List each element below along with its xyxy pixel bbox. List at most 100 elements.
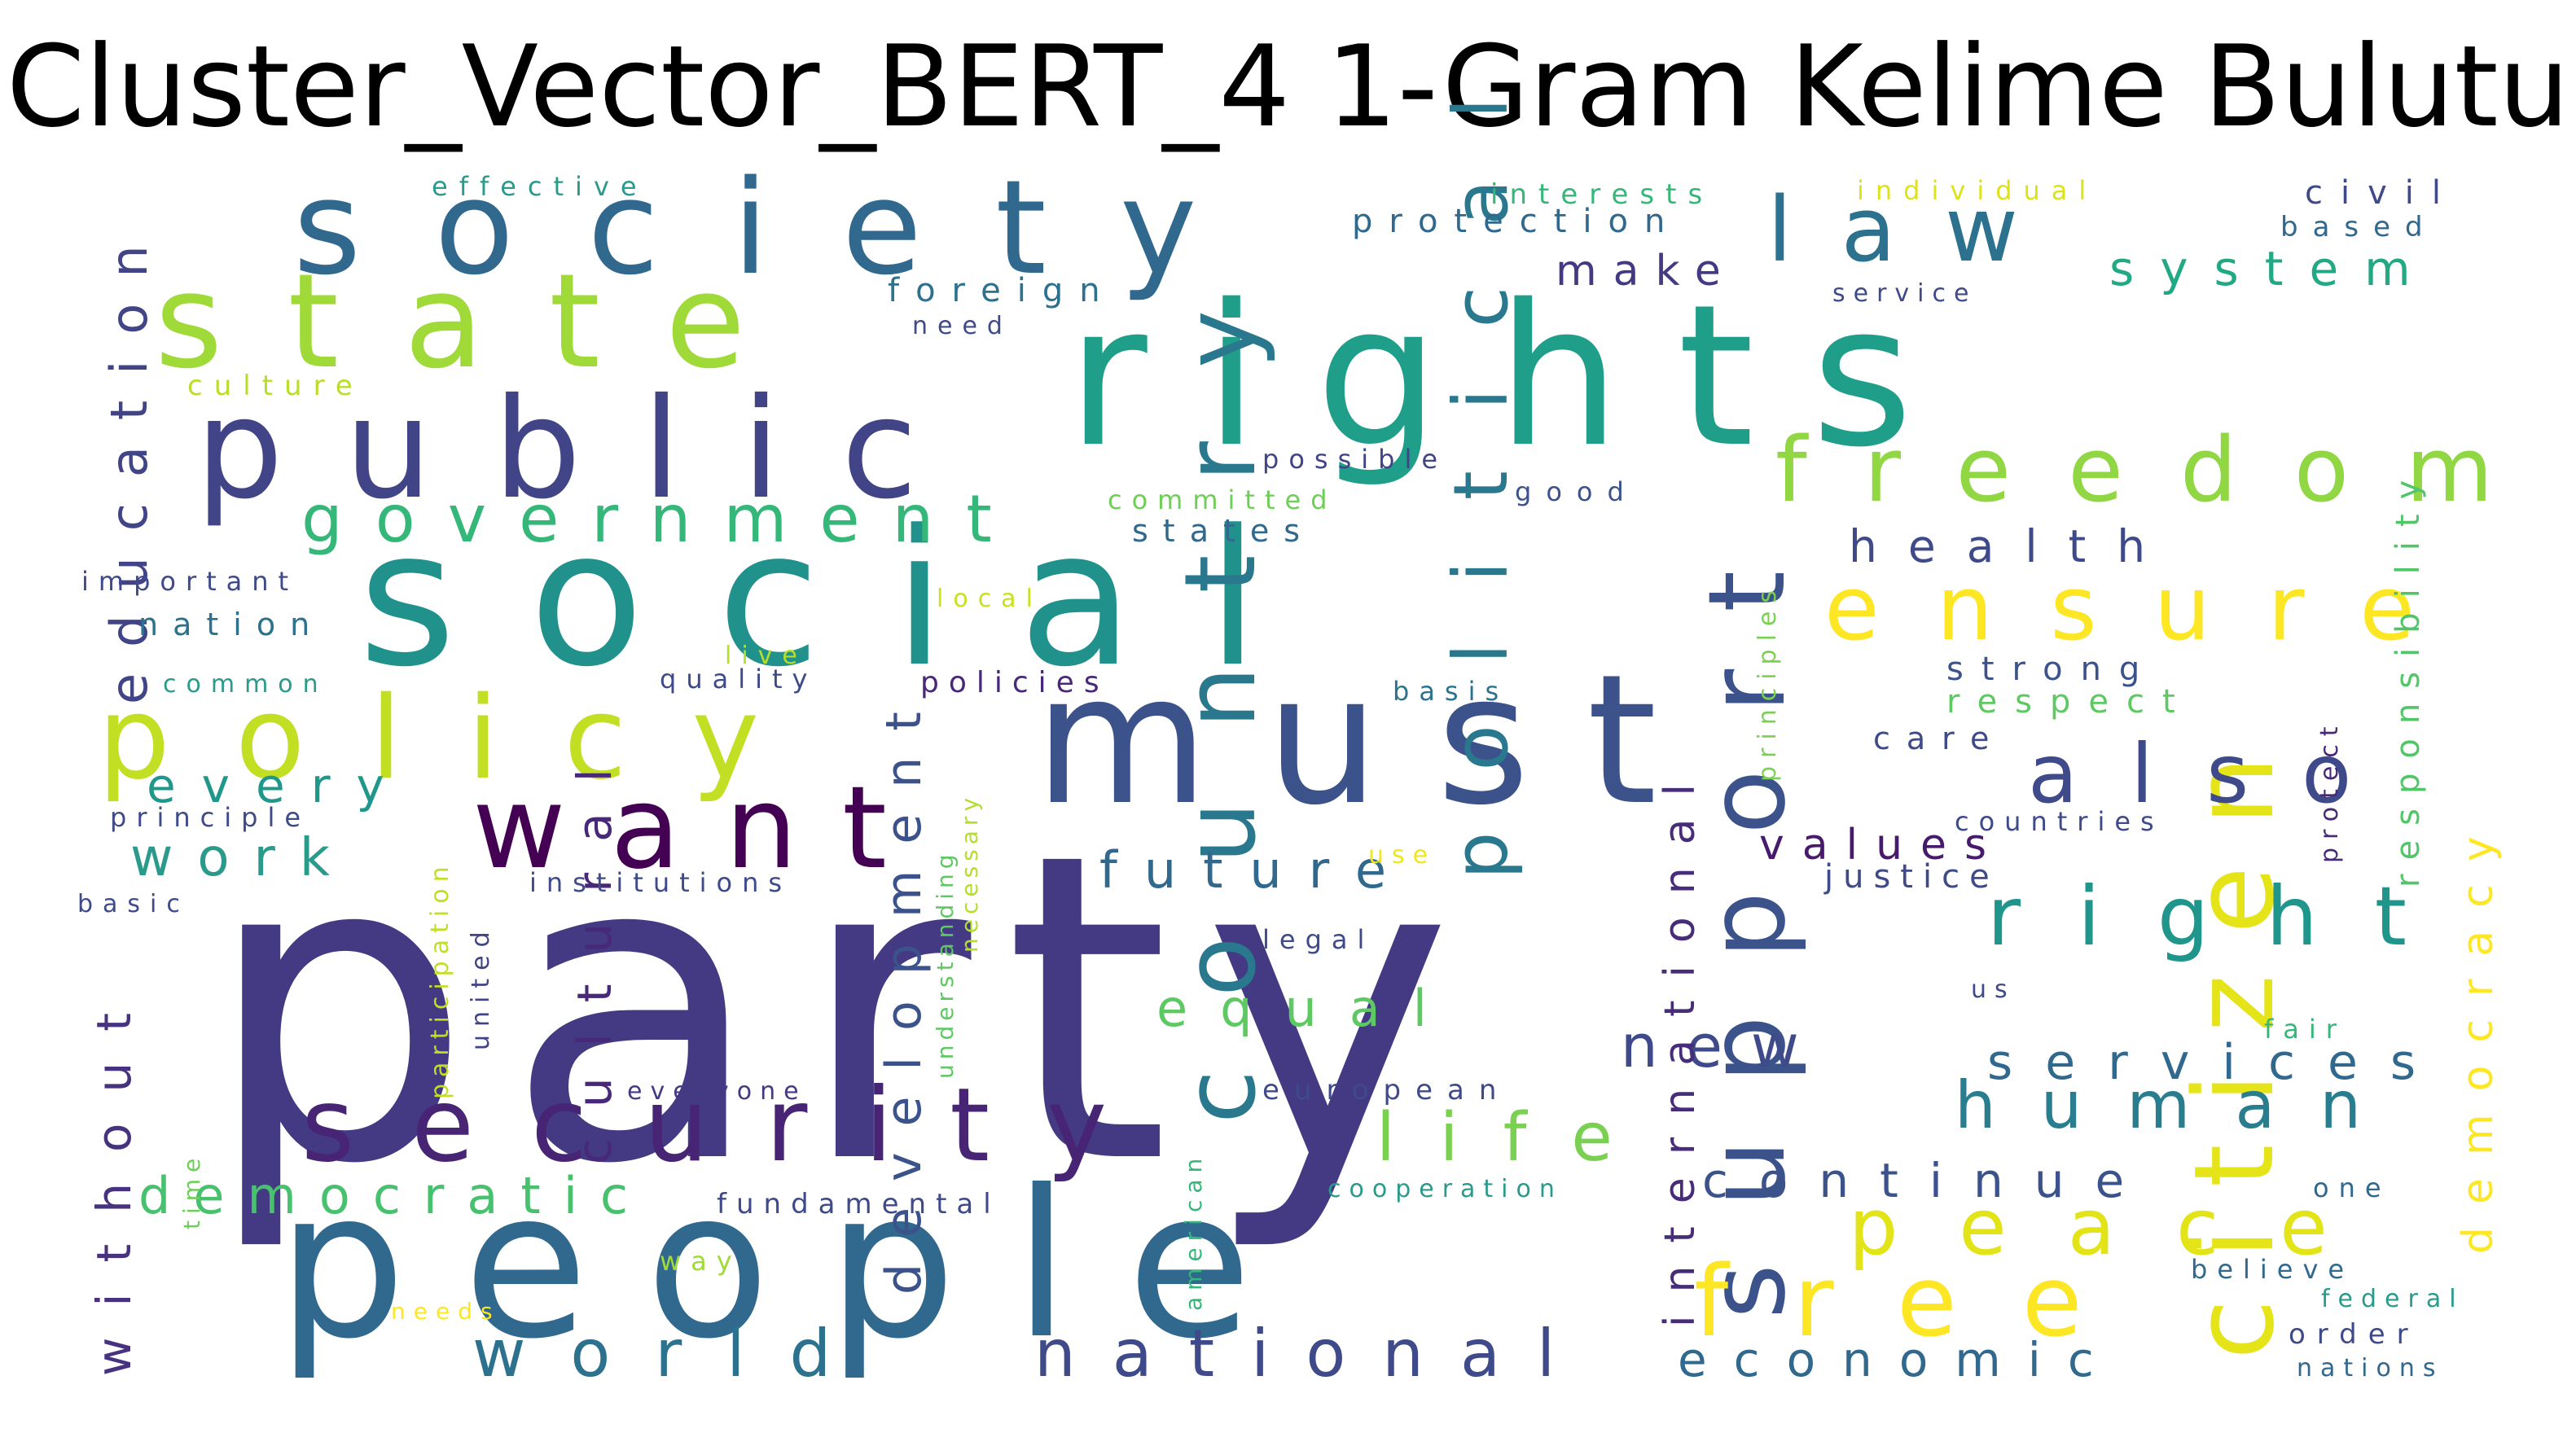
word-democratic: democratic [138,1166,651,1225]
word-fundamental: fundamental [717,1188,1001,1220]
word-use: use [1368,841,1436,870]
word-health: health [1849,520,2176,572]
word-committed: committed [1108,484,1337,515]
word-fair: fair [2264,1014,2346,1045]
word-system: system [2109,241,2437,296]
word-continue: continue [1702,1153,2155,1208]
word-nations: nations [2297,1354,2444,1383]
word-needs: needs [391,1298,501,1325]
word-society: society [293,151,1270,304]
word-european: european [1262,1074,1511,1107]
word-institutions: institutions [529,867,792,898]
word-united: united [467,923,495,1050]
word-important: important [81,566,298,597]
word-values: values [1759,821,2004,870]
word-live: live [725,642,807,670]
chart-title: Cluster_Vector_BERT_4 1-Gram Kelime Bulu… [6,21,2570,152]
word-life: life [1376,1099,1657,1177]
word-basic: basic [77,890,190,918]
word-work: work [130,828,354,888]
word-law: law [1767,177,2067,282]
word-basis: basis [1393,676,1508,707]
word-free: free [1694,1246,2148,1359]
word-protect: protect [2315,718,2344,863]
word-countries: countries [1955,806,2164,837]
word-american: american [1180,1152,1207,1311]
word-security: security [301,1067,1164,1185]
word-policies: policies [920,666,1109,699]
word-nation: nation [138,607,324,642]
word-foreign: foreign [888,272,1117,309]
word-future: future [1099,840,1413,900]
word-human: human [1955,1067,2406,1143]
word-principles: principles [1753,582,1782,782]
word-education: education [99,219,159,704]
word-new: new [1621,1012,1828,1080]
word-democracy: democracy [2454,813,2503,1254]
word-services: services [1987,1034,2448,1091]
word-citizen: citizen [2170,715,2298,1360]
word-freedom: freedom [1775,418,2550,522]
word-states: states [1132,513,1314,549]
word-way: way [660,1246,742,1277]
word-service: service [1832,279,1977,308]
word-public: public [195,369,979,530]
word-country: country [1165,237,1278,1124]
word-national: national [1034,1316,1591,1391]
word-cultural: cultural [567,738,622,1164]
word-party: party [204,763,1485,1256]
word-equal: equal [1156,979,1459,1038]
word-care: care [1873,721,2005,756]
word-interests: interests [1490,178,1714,211]
word-people: people [277,1146,1309,1383]
word-also: also [2028,726,2404,822]
word-political: political [1437,37,1525,879]
word-effective: effective [432,171,648,202]
word-believe: believe [2191,1254,2354,1285]
word-strong: strong [1946,651,2157,688]
word-necessary: necessary [956,793,983,953]
word-culture: culture [187,370,364,402]
word-ensure: ensure [1824,556,2472,660]
word-participation: participation [426,860,454,1099]
word-good: good [1515,476,1639,507]
word-everyone: everyone [627,1077,807,1106]
word-without: without [86,982,142,1376]
word-responsibility: responsibility [2389,466,2427,887]
word-federal: federal [2321,1285,2464,1313]
word-one: one [2313,1172,2391,1203]
word-need: need [912,312,1012,340]
word-order: order [2289,1318,2420,1351]
word-social: social [358,491,1332,708]
word-quality: quality [660,664,817,695]
word-development: development [875,686,933,1295]
word-legal: legal [1262,924,1374,955]
word-based: based [2280,211,2438,243]
word-protection: protection [1352,203,1681,240]
word-respect: respect [1946,683,2193,721]
word-time: time [178,1152,205,1229]
word-cooperation: cooperation [1327,1175,1563,1203]
word-right: right [1987,869,2464,964]
word-peace: peace [1849,1183,2389,1273]
word-state: state [155,245,810,397]
word-make: make [1556,247,1737,296]
word-rights: rights [1067,262,1970,490]
word-policy: policy [98,673,824,805]
word-individual: individual [1857,175,2097,206]
word-common: common [163,670,328,699]
word-world: world [472,1316,875,1391]
word-principle: principle [110,802,310,833]
word-want: want [472,762,932,895]
word-international: international [1656,761,1705,1327]
word-possible: possible [1262,444,1447,475]
word-civil: civil [2305,174,2459,212]
word-economic: economic [1678,1332,2121,1387]
word-support: support [1685,514,1809,1319]
word-must: must [1034,636,1714,844]
word-justice: justice [1823,858,1999,896]
word-every: every [147,758,410,813]
word-government: government [301,481,1025,557]
word-understanding: understanding [932,849,959,1079]
